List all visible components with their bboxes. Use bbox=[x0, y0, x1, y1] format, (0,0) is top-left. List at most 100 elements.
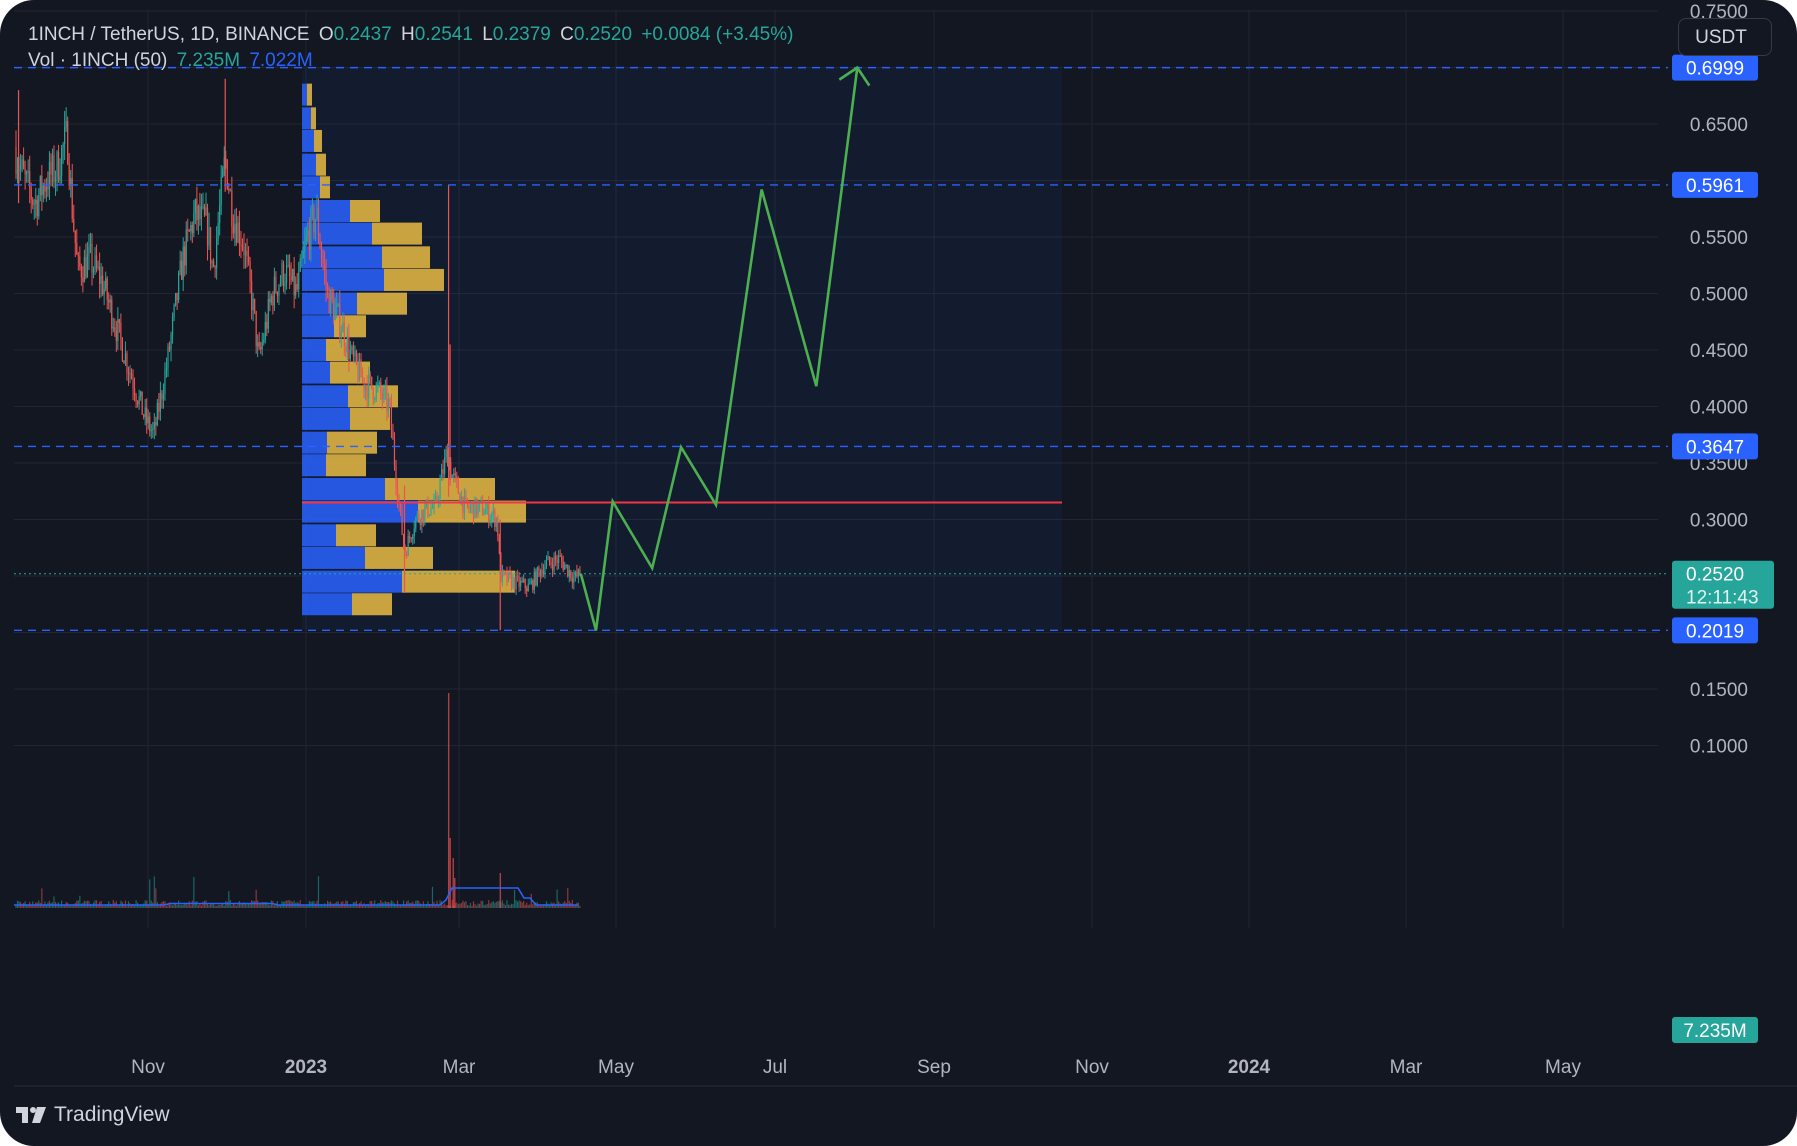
volume-profile-down-bar bbox=[350, 407, 390, 430]
volume-bar bbox=[238, 901, 241, 908]
candle bbox=[261, 332, 263, 356]
volume-bar bbox=[33, 905, 35, 908]
y-tick-label: 0.5500 bbox=[1690, 228, 1748, 249]
candle bbox=[337, 302, 339, 307]
candle bbox=[349, 340, 351, 362]
volume-profile-up-bar bbox=[302, 477, 385, 500]
candle bbox=[80, 263, 82, 286]
volume-profile-up-bar bbox=[302, 246, 382, 269]
candle bbox=[241, 238, 244, 252]
candle bbox=[506, 566, 508, 587]
volume-bar bbox=[170, 904, 172, 908]
tradingview-brand[interactable]: TradingView bbox=[16, 1100, 170, 1130]
volume-profile-up-bar bbox=[302, 315, 334, 338]
volume-profile-up-bar bbox=[302, 129, 314, 152]
symbol-title: 1INCH / TetherUS, 1D, BINANCE bbox=[28, 24, 310, 45]
candle bbox=[498, 533, 500, 555]
candle bbox=[95, 244, 98, 273]
volume-profile-up-bar bbox=[302, 107, 311, 130]
volume-bar bbox=[577, 902, 579, 908]
candle bbox=[507, 572, 510, 583]
candle bbox=[419, 518, 421, 531]
volume-bar bbox=[279, 904, 282, 908]
volume-bar bbox=[430, 904, 432, 908]
range-box bbox=[302, 67, 1062, 631]
volume-bar bbox=[235, 905, 237, 908]
candle bbox=[251, 269, 253, 320]
brand-name: TradingView bbox=[54, 1103, 170, 1126]
volume-bar bbox=[495, 901, 497, 908]
candle bbox=[53, 145, 55, 189]
candle bbox=[82, 266, 84, 293]
volume-bar bbox=[510, 903, 513, 908]
candle bbox=[548, 556, 551, 566]
candle bbox=[482, 494, 484, 516]
volume-bar bbox=[561, 903, 563, 908]
candle bbox=[238, 210, 241, 257]
volume-bar bbox=[126, 905, 128, 908]
x-tick-label: May bbox=[1545, 1057, 1581, 1078]
candle bbox=[319, 232, 321, 250]
candle bbox=[354, 345, 356, 364]
candle bbox=[129, 365, 131, 384]
volume-spike-bar bbox=[499, 873, 502, 908]
candle bbox=[465, 489, 467, 504]
volume-spike-bar bbox=[454, 878, 456, 908]
candle bbox=[67, 116, 69, 166]
volume-profile-down-bar bbox=[307, 83, 312, 106]
level-badge bbox=[1672, 433, 1758, 460]
candle bbox=[85, 243, 87, 280]
candle bbox=[573, 569, 575, 590]
volume-bar bbox=[26, 905, 28, 908]
candle bbox=[561, 553, 563, 569]
volume-bar bbox=[322, 905, 324, 908]
volume-bar bbox=[488, 900, 490, 908]
volume-profile-up-bar bbox=[302, 524, 336, 547]
candle bbox=[252, 292, 254, 322]
candle bbox=[336, 292, 338, 319]
close-value: 0.2520 bbox=[573, 24, 633, 45]
volume-bar bbox=[269, 904, 271, 908]
candle bbox=[541, 562, 543, 579]
candle bbox=[366, 375, 368, 408]
volume-bar bbox=[501, 900, 503, 908]
currency-button[interactable]: USDT bbox=[1678, 18, 1772, 56]
volume-bar bbox=[459, 903, 461, 908]
volume-bar bbox=[538, 905, 540, 908]
candle bbox=[29, 155, 31, 204]
candle bbox=[32, 197, 34, 210]
candle bbox=[577, 568, 579, 584]
candle bbox=[559, 549, 561, 558]
candle bbox=[383, 384, 385, 404]
candle bbox=[97, 260, 99, 271]
volume-bar bbox=[574, 904, 576, 908]
candle bbox=[345, 342, 347, 358]
low-label: L bbox=[482, 24, 493, 45]
candle bbox=[524, 578, 526, 594]
volume-bar bbox=[349, 904, 351, 908]
candle bbox=[504, 571, 507, 576]
volume-bar bbox=[515, 900, 517, 908]
candle bbox=[144, 399, 146, 426]
volume-profile-down-bar bbox=[316, 153, 326, 176]
volume-bar bbox=[567, 887, 569, 908]
volume-value: 7.235M bbox=[176, 50, 241, 71]
x-tick-label: Sep bbox=[917, 1057, 951, 1078]
volume-profile-up-bar bbox=[302, 153, 316, 176]
volume-bar bbox=[106, 904, 108, 908]
volume-bar bbox=[485, 904, 487, 908]
volume-bar bbox=[395, 904, 397, 908]
volume-spike-bar bbox=[449, 838, 451, 908]
volume-bar bbox=[425, 904, 427, 908]
candle bbox=[51, 148, 54, 187]
volume-bar bbox=[80, 903, 82, 908]
volume-bar bbox=[254, 901, 256, 908]
candle bbox=[86, 241, 89, 278]
volume-bar bbox=[225, 900, 227, 908]
candle bbox=[247, 246, 250, 266]
candle bbox=[15, 130, 17, 180]
candle bbox=[523, 574, 525, 584]
volume-bar bbox=[203, 900, 206, 908]
